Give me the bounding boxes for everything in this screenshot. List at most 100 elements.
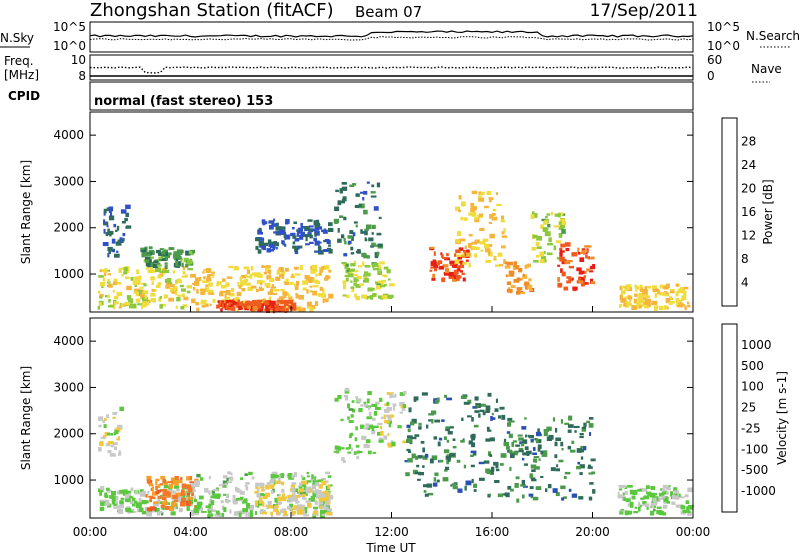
power-cell — [510, 285, 516, 289]
power-cell — [342, 263, 348, 266]
velocity-cell — [621, 494, 625, 498]
velocity-cell — [434, 399, 439, 403]
velocity-cell — [280, 473, 284, 479]
velocity-cell — [365, 439, 371, 444]
velocity-cell — [541, 453, 548, 457]
power-cell — [554, 213, 560, 217]
velocity-cell — [164, 490, 169, 495]
power-cell — [526, 264, 530, 268]
velocity-cell — [471, 478, 474, 483]
velocity-cell — [485, 405, 491, 410]
power-cell — [255, 237, 261, 242]
velocity-cell — [300, 475, 304, 479]
velocity-cell — [287, 494, 292, 498]
velocity-cell — [533, 456, 540, 458]
power-cell — [433, 267, 437, 272]
velocity-cell — [337, 395, 342, 400]
power-cell — [470, 202, 475, 208]
velocity-cell — [372, 425, 379, 428]
velocity-cell — [385, 414, 392, 418]
velocity-cell — [194, 478, 199, 481]
power-cell — [221, 303, 224, 309]
velocity-cell — [543, 431, 548, 437]
velocity-cell — [230, 472, 233, 476]
velocity-cell — [414, 471, 421, 475]
x-tick-label: 20:00 — [575, 525, 610, 539]
power-cell — [102, 242, 109, 247]
power-cell — [125, 225, 132, 229]
velocity-cell — [149, 498, 152, 503]
velocity-cell — [524, 417, 527, 420]
power-cell — [432, 259, 437, 264]
cpid-panel: CPID normal (fast stereo) 153 — [8, 81, 694, 111]
velocity-cell — [342, 460, 346, 463]
power-cell — [433, 264, 439, 269]
velocity-cell — [373, 410, 378, 416]
power-cell — [275, 276, 281, 281]
power-cell — [259, 304, 263, 310]
power-cell — [370, 245, 374, 248]
power-cell — [249, 305, 253, 311]
velocity-cell — [641, 488, 648, 492]
power-cell — [387, 278, 391, 281]
velocity-cell — [254, 511, 257, 515]
velocity-cell — [125, 494, 130, 499]
velocity-cell — [532, 452, 537, 455]
velocity-cell — [265, 484, 270, 490]
power-cell — [179, 250, 183, 255]
power-cell — [177, 253, 181, 257]
power-cell — [108, 215, 115, 221]
power-cell — [312, 285, 319, 288]
power-cell — [341, 261, 347, 265]
power-cell — [340, 200, 346, 204]
power-cell — [258, 240, 264, 246]
velocity-cell — [533, 458, 536, 463]
power-cell — [683, 290, 687, 296]
velocity-cell — [661, 488, 666, 492]
power-cell — [343, 284, 347, 290]
velocity-cell — [326, 512, 333, 516]
power-cell — [309, 308, 314, 313]
velocity-cell — [168, 483, 173, 489]
velocity-cell — [244, 484, 248, 487]
power-cell — [624, 296, 629, 299]
power-cell — [156, 249, 161, 254]
power-cell — [478, 197, 485, 202]
power-cell — [149, 265, 153, 270]
power-cell — [461, 272, 465, 275]
power-cell — [284, 267, 289, 272]
velocity-cell — [480, 403, 486, 407]
velocity-cell — [460, 439, 465, 443]
velocity-cell — [310, 488, 314, 493]
power-cell — [349, 184, 355, 187]
power-cell — [150, 276, 155, 281]
beam-label: Beam 07 — [355, 3, 422, 21]
power-cell — [644, 286, 647, 291]
power-cell — [219, 292, 224, 297]
velocity-cell — [215, 510, 220, 516]
power-cell — [311, 304, 316, 310]
velocity-cell — [644, 503, 650, 507]
velocity-cell — [311, 474, 314, 480]
velocity-cell — [279, 509, 282, 514]
power-cell — [151, 281, 154, 285]
velocity-cell — [528, 493, 534, 497]
velocity-cell — [303, 514, 309, 517]
power-cell — [499, 264, 504, 267]
power-cell — [297, 245, 300, 250]
power-cell — [237, 301, 243, 305]
power-cell — [272, 308, 276, 314]
power-cell — [535, 241, 540, 246]
velocity-cell — [291, 487, 296, 492]
power-cell — [488, 251, 493, 257]
power-cell — [486, 248, 489, 251]
power-cell — [269, 224, 274, 230]
velocity-cell — [193, 495, 196, 501]
power-cell — [98, 302, 102, 307]
power-cell — [479, 193, 483, 196]
power-cell — [662, 292, 666, 296]
power-cell — [485, 245, 489, 249]
power-cell — [350, 246, 354, 251]
velocity-cell — [341, 447, 345, 450]
